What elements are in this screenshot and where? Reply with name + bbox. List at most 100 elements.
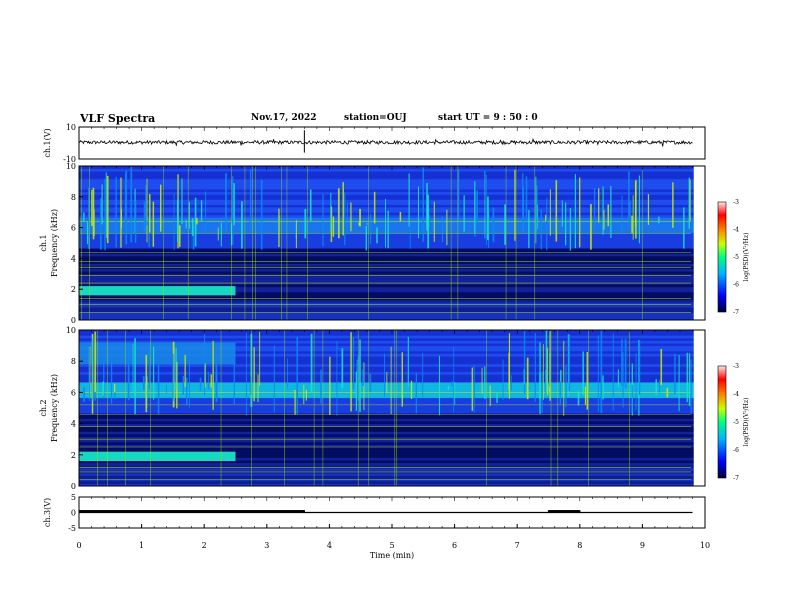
- ch2-colorbar-tick: -5: [733, 419, 739, 426]
- ch2-freq-band: [79, 392, 705, 396]
- ch1-ytick-label: 8: [71, 193, 76, 202]
- ch1-emission-band: [79, 286, 236, 296]
- ch2-freq-band: [79, 447, 705, 451]
- ch2-freq-band: [79, 397, 705, 401]
- ch1-freq-band: [79, 168, 705, 172]
- ch1-freq-band: [79, 289, 705, 293]
- ch2-freq-band: [79, 467, 705, 471]
- ch1-colorbar-tick: -7: [733, 309, 739, 316]
- x-tick-label: 10: [700, 541, 710, 550]
- ch1-ylabel-frequency: Frequency (kHz): [50, 209, 59, 277]
- ch1-freq-band: [79, 291, 705, 295]
- ch1-freq-band: [79, 171, 705, 175]
- ch2-freq-band: [79, 421, 705, 425]
- ch1-waveform-ylabel: ch.1(V): [43, 128, 52, 157]
- ch2-freq-band: [79, 428, 705, 432]
- ch2-freq-band: [79, 454, 705, 458]
- ch1-freq-band: [79, 245, 705, 249]
- ch1-waveform-trace: [78, 137, 693, 147]
- ch1-freq-band: [79, 258, 705, 262]
- ch1-freq-band: [79, 253, 705, 257]
- ch1-freq-band: [79, 278, 705, 282]
- ch1-freq-band: [79, 309, 705, 313]
- ch1-ytick-label: 2: [71, 285, 76, 294]
- start-time-label: start UT = 9 : 50 : 0: [438, 113, 538, 123]
- ch1-freq-band: [79, 302, 705, 306]
- ch2-freq-band: [79, 431, 705, 435]
- ch2-ylabel-frequency: Frequency (kHz): [50, 374, 59, 442]
- ch1-freq-band: [79, 191, 705, 195]
- ch2-freq-band: [79, 332, 705, 336]
- ch1-freq-band: [79, 199, 705, 203]
- ch2-colorbar-label: log(PSD)(V²/Hz): [743, 398, 750, 447]
- date-label: Nov.17, 2022: [251, 113, 317, 123]
- ch1-colorbar-tick: -6: [733, 282, 739, 289]
- ch2-freq-band: [79, 345, 705, 349]
- ch1-ytick-label: 6: [71, 224, 76, 233]
- ch2-freq-band: [79, 340, 705, 344]
- ch1-freq-band: [79, 178, 705, 182]
- x-tick-label: 6: [452, 541, 457, 550]
- ch1-freq-band: [79, 212, 705, 216]
- ch2-colorbar-tick: -4: [733, 391, 739, 398]
- ch2-freq-band: [79, 376, 705, 380]
- x-tick-label: 1: [139, 541, 144, 550]
- ch2-freq-band: [79, 415, 705, 419]
- ch1-freq-band: [79, 204, 705, 208]
- ch2-freq-band: [79, 353, 705, 357]
- ch2-freq-band: [79, 379, 705, 383]
- x-tick-label: 0: [76, 541, 81, 550]
- ch2-freq-band: [79, 413, 705, 417]
- ch2-freq-band: [79, 452, 705, 456]
- ch1-freq-band: [79, 284, 705, 288]
- ch2-freq-band: [79, 361, 705, 365]
- ch2-ylabel-channel: ch.2: [39, 399, 48, 416]
- ch1-ytick-label: 0: [71, 316, 76, 325]
- ch1-freq-band: [79, 240, 705, 244]
- ch1-freq-band: [79, 183, 705, 188]
- ch1-ylabel-channel: ch.1: [39, 234, 48, 251]
- ch2-freq-band: [79, 423, 705, 427]
- ch2-freq-band: [79, 371, 705, 375]
- ch1-freq-band: [79, 196, 705, 200]
- ch1-ytick-label: 10: [66, 123, 76, 132]
- ch1-freq-band: [79, 181, 705, 185]
- ch1-freq-band: [79, 207, 705, 211]
- ch2-freq-band: [79, 343, 705, 347]
- ch1-colorbar: [717, 201, 727, 313]
- ch2-freq-band: [79, 348, 705, 352]
- ch1-freq-band: [79, 317, 705, 321]
- ch1-freq-band: [79, 173, 705, 177]
- ch3-waveform-ylabel: ch.3(V): [43, 498, 52, 527]
- ch2-spectrogram: [78, 329, 706, 487]
- ch1-freq-band: [79, 294, 705, 298]
- ch2-freq-band: [79, 426, 705, 430]
- ch1-ytick-label: 10: [66, 162, 76, 171]
- ch1-freq-band: [79, 237, 705, 241]
- ch1-no-data: [693, 166, 705, 320]
- ch1-freq-band: [79, 307, 705, 311]
- ch1-colorbar-label: log(PSD)(V²/Hz): [743, 233, 750, 282]
- ch1-freq-band: [79, 263, 705, 267]
- ch2-freq-band: [79, 483, 705, 487]
- ch1-freq-band: [79, 299, 705, 303]
- ch2-freq-band: [79, 462, 705, 466]
- ch2-emission-band: [79, 451, 236, 462]
- x-tick-label: 8: [577, 541, 582, 550]
- ch2-freq-band: [79, 457, 705, 461]
- ch2-freq-band: [79, 408, 705, 412]
- ch2-freq-band: [79, 405, 705, 409]
- ch2-freq-band: [79, 350, 705, 354]
- ch1-ytick-label: 4: [71, 254, 76, 263]
- chart-title: VLF Spectra: [80, 112, 156, 125]
- ch2-freq-band: [79, 387, 705, 391]
- ch2-freq-band: [79, 335, 705, 339]
- ch2-ytick-label: 8: [71, 357, 76, 366]
- ch2-freq-band: [79, 337, 705, 341]
- ch1-freq-band: [79, 186, 705, 190]
- ch2-freq-band: [79, 449, 705, 453]
- ch1-freq-band: [79, 286, 705, 290]
- ch2-freq-band: [79, 480, 705, 484]
- ch2-ytick-label: 6: [71, 388, 76, 397]
